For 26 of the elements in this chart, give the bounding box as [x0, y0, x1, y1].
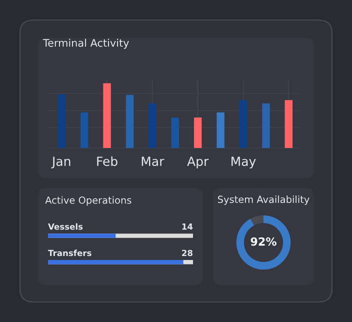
- bar: [239, 100, 248, 148]
- data-label: 14: [182, 224, 193, 230]
- bar: [284, 100, 293, 148]
- x-tick-label: Apr: [187, 156, 209, 168]
- data-label: 28: [182, 250, 192, 256]
- bar: [126, 94, 134, 148]
- data-label: 92%: [250, 237, 276, 246]
- bar: [262, 103, 270, 148]
- bar: [80, 112, 88, 148]
- bar: [171, 118, 179, 148]
- chart-title: Active Operations: [45, 196, 132, 206]
- bar: [58, 94, 66, 148]
- chart-title: Terminal Activity: [42, 38, 129, 49]
- bar: [194, 118, 202, 148]
- x-tick-label: Feb: [97, 156, 118, 166]
- x-tick-label: Jan: [51, 156, 70, 168]
- chart-title: System Availability: [218, 196, 310, 205]
- bar: [148, 103, 156, 148]
- donut-slice: [236, 215, 291, 270]
- y-tick-label: Transfers: [48, 250, 92, 256]
- x-tick-label: Mar: [142, 156, 164, 166]
- x-tick-label: May: [232, 156, 256, 168]
- bar: [216, 112, 224, 148]
- bar: [103, 83, 111, 148]
- y-tick-label: Vessels: [48, 223, 83, 230]
- donut-slice: [250, 215, 264, 226]
